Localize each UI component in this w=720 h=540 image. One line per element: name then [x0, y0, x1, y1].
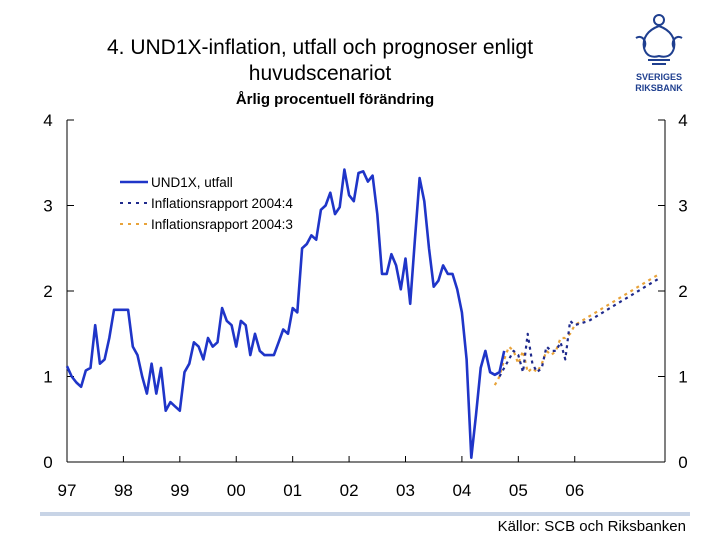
series-line-1 [65, 168, 506, 460]
series-line-2 [498, 277, 660, 378]
chart-subtitle: Årlig procentuell förändring [235, 91, 435, 108]
series-line-3 [493, 272, 660, 386]
x-tick-label: 01 [283, 481, 302, 500]
x-tick-label: 06 [565, 481, 584, 500]
y-tick-label-left: 2 [43, 282, 52, 301]
title-line-1: 4. UND1X-inflation, utfall och prognoser… [106, 36, 534, 59]
y-tick-label-right: 0 [678, 453, 687, 472]
chart-title: 4. UND1X-inflation, utfall och prognoser… [40, 35, 600, 87]
legend-label-1: UND1X, utfall [151, 175, 233, 190]
logo-text-2: RIKSBANK [635, 83, 683, 93]
x-tick-label: 03 [396, 481, 415, 500]
bottom-divider [40, 512, 690, 516]
y-tick-label-right: 2 [678, 282, 687, 301]
x-tick-label: 97 [58, 481, 77, 500]
logo-text-1: SVERIGES [636, 72, 682, 82]
y-tick-label-right: 1 [678, 368, 687, 387]
x-tick-label: 98 [114, 481, 133, 500]
y-tick-label-left: 3 [43, 197, 52, 216]
legend-label-3: Inflationsrapport 2004:3 [151, 217, 293, 232]
y-tick-label-left: 0 [43, 453, 52, 472]
title-line-2: huvudscenariot [248, 62, 392, 85]
source-note: Källor: SCB och Riksbanken [497, 518, 686, 535]
y-tick-label-right: 3 [678, 197, 687, 216]
y-tick-label-right: 4 [678, 111, 687, 130]
legend-label-2: Inflationsrapport 2004:4 [151, 196, 293, 211]
x-tick-label: 99 [170, 481, 189, 500]
x-tick-label: 00 [227, 481, 246, 500]
riksbank-logo-icon: SVERIGES RIKSBANK [635, 14, 683, 93]
y-tick-label-left: 1 [43, 368, 52, 387]
y-tick-label-left: 4 [43, 111, 52, 130]
x-tick-label: 05 [509, 481, 528, 500]
x-tick-label: 04 [452, 481, 471, 500]
x-tick-label: 02 [340, 481, 359, 500]
